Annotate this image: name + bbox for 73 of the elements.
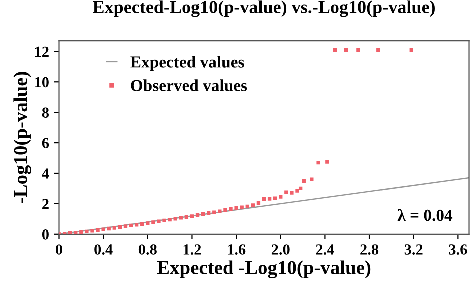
point <box>152 220 156 224</box>
point <box>190 214 194 218</box>
point <box>284 190 288 194</box>
x-tick-label: 2.8 <box>360 244 379 255</box>
point <box>376 48 380 52</box>
point <box>102 228 106 232</box>
point <box>80 230 84 234</box>
point <box>146 222 150 226</box>
point <box>174 217 178 221</box>
x-tick-label: 0.8 <box>138 244 157 255</box>
point <box>168 218 172 222</box>
legend-label: Expected values <box>130 56 244 72</box>
point <box>134 223 139 227</box>
point <box>410 48 414 52</box>
x-tick-label: 0 <box>56 244 62 255</box>
y-tick-label: 4 <box>42 168 50 179</box>
point <box>262 198 266 202</box>
x-tick-label: 2.0 <box>272 244 290 255</box>
point <box>240 206 244 210</box>
point <box>140 222 144 226</box>
point <box>184 215 189 220</box>
x-tick-label: 0.4 <box>94 244 113 255</box>
point <box>279 195 283 199</box>
y-tick-label: 2 <box>42 199 49 210</box>
point <box>256 201 261 206</box>
point <box>201 212 206 216</box>
point <box>218 210 222 214</box>
point <box>268 197 272 201</box>
point <box>157 220 161 224</box>
point <box>298 186 303 191</box>
x-tick-label: 1.2 <box>184 244 202 255</box>
point <box>310 178 314 182</box>
point <box>107 226 111 231</box>
point <box>129 224 134 228</box>
point <box>251 204 256 208</box>
y-tick-label: 6 <box>42 138 50 148</box>
point <box>302 179 306 183</box>
x-tick-label: 1.6 <box>228 244 246 255</box>
y-tick-label: 8 <box>42 108 50 118</box>
point <box>326 160 330 164</box>
point <box>296 189 300 193</box>
legend-label: Observed values <box>131 80 248 92</box>
x-tick-label: 3.6 <box>449 244 468 255</box>
point <box>179 216 183 220</box>
point <box>207 212 211 216</box>
y-tick-label: 12 <box>35 46 49 57</box>
point <box>333 48 338 52</box>
point <box>316 160 320 165</box>
point <box>344 48 348 52</box>
chart-title: Expected-Log10(p-value) vs.-Log10(p-value) <box>93 0 435 18</box>
y-tick-label: 10 <box>35 77 49 88</box>
x-tick-label: 3.2 <box>404 244 423 255</box>
point <box>196 214 200 218</box>
point <box>290 191 294 195</box>
point <box>96 228 100 232</box>
annotation: λ = 0.04 <box>398 209 453 222</box>
point <box>118 225 122 230</box>
point <box>224 208 228 212</box>
point <box>90 229 94 233</box>
point <box>246 204 250 209</box>
x-axis-title: Expected -Log10(p-value) <box>157 260 371 279</box>
point <box>212 210 216 214</box>
point <box>234 206 238 210</box>
point <box>229 207 233 211</box>
x-tick-label: 2.4 <box>316 244 334 255</box>
y-axis-title: -Log10(p-value) <box>14 72 32 204</box>
point <box>85 230 89 234</box>
y-tick-label: 0 <box>42 230 49 240</box>
point <box>112 226 116 230</box>
point <box>162 218 166 223</box>
point <box>274 196 278 200</box>
point <box>124 224 128 228</box>
point <box>356 48 360 52</box>
